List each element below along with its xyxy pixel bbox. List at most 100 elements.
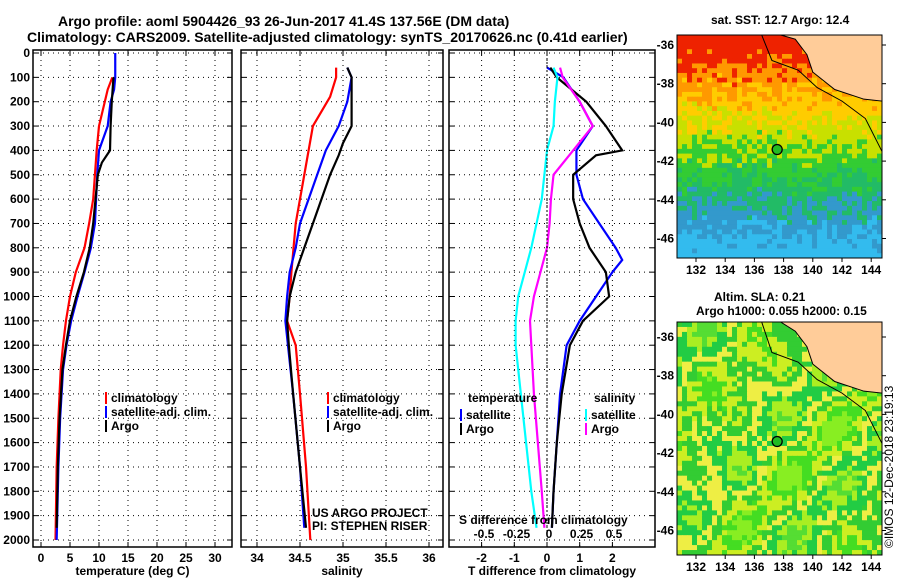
map-cell bbox=[757, 58, 763, 64]
map-cell bbox=[687, 356, 693, 363]
map-cell bbox=[777, 186, 783, 193]
map-cell bbox=[752, 182, 758, 188]
map-cell bbox=[737, 341, 743, 348]
map-cell bbox=[877, 440, 883, 447]
map-cell bbox=[687, 158, 693, 164]
map-cell bbox=[862, 205, 868, 212]
map-cell bbox=[782, 361, 788, 368]
map-cell bbox=[817, 243, 823, 250]
map-cell bbox=[802, 172, 808, 178]
map-cell bbox=[752, 229, 758, 235]
map-cell bbox=[707, 186, 713, 193]
map-cell bbox=[722, 495, 728, 501]
map-cell bbox=[782, 72, 788, 79]
map-cell bbox=[802, 411, 808, 417]
map-cell bbox=[707, 77, 713, 83]
sst-map-title: sat. SST: 12.7 Argo: 12.4 bbox=[711, 13, 850, 27]
map-cell bbox=[872, 530, 878, 536]
map-cell bbox=[847, 106, 853, 112]
map-cell bbox=[837, 196, 843, 202]
map-cell bbox=[727, 515, 733, 521]
map-cell bbox=[707, 530, 713, 536]
map-cell bbox=[687, 120, 693, 126]
map-cell bbox=[852, 177, 858, 183]
map-cell bbox=[797, 455, 803, 462]
map-cell bbox=[737, 371, 743, 378]
map-cell bbox=[732, 396, 738, 402]
map-cell bbox=[837, 172, 843, 178]
map-cell bbox=[807, 139, 813, 145]
map-cell bbox=[782, 239, 788, 245]
map-cell bbox=[792, 49, 798, 55]
lat-tick-label: -38 bbox=[657, 369, 675, 383]
map-cell bbox=[767, 210, 773, 216]
map-cell bbox=[782, 366, 788, 373]
map-cell bbox=[837, 182, 843, 188]
map-cell bbox=[877, 215, 883, 221]
map-cell bbox=[807, 366, 813, 373]
map-cell bbox=[852, 500, 858, 506]
map-cell bbox=[707, 535, 713, 541]
map-cell bbox=[727, 72, 733, 79]
map-cell bbox=[812, 163, 818, 169]
map-cell bbox=[762, 436, 768, 442]
map-cell bbox=[752, 153, 758, 159]
map-cell bbox=[732, 125, 738, 131]
map-cell bbox=[877, 406, 883, 412]
map-cell bbox=[727, 371, 733, 378]
map-cell bbox=[682, 500, 688, 506]
map-cell bbox=[767, 53, 773, 60]
map-cell bbox=[757, 445, 763, 452]
map-cell bbox=[772, 91, 778, 98]
map-cell bbox=[717, 144, 723, 150]
map-cell bbox=[832, 480, 838, 487]
map-cell bbox=[802, 421, 808, 427]
map-cell bbox=[852, 210, 858, 216]
map-cell bbox=[762, 53, 768, 60]
map-cell bbox=[792, 416, 798, 422]
map-cell bbox=[702, 49, 708, 55]
map-cell bbox=[737, 53, 743, 60]
map-cell bbox=[697, 411, 703, 417]
map-cell bbox=[787, 96, 793, 102]
map-cell bbox=[872, 115, 878, 121]
lon-tick-label: 138 bbox=[774, 263, 794, 277]
map-cell bbox=[872, 445, 878, 452]
map-cell bbox=[737, 49, 743, 55]
map-cell bbox=[747, 39, 753, 45]
map-cell bbox=[712, 445, 718, 452]
map-cell bbox=[732, 371, 738, 378]
map-cell bbox=[767, 77, 773, 83]
map-cell bbox=[787, 77, 793, 83]
map-cell bbox=[752, 205, 758, 212]
map-cell bbox=[812, 224, 818, 231]
map-cell bbox=[697, 196, 703, 202]
map-cell bbox=[727, 158, 733, 164]
map-cell bbox=[777, 68, 783, 74]
map-cell bbox=[712, 234, 718, 240]
map-cell bbox=[792, 144, 798, 150]
map-cell bbox=[717, 210, 723, 216]
map-cell bbox=[782, 101, 788, 107]
map-cell bbox=[692, 510, 698, 516]
map-cell bbox=[777, 101, 783, 107]
map-cell bbox=[762, 144, 768, 150]
map-cell bbox=[727, 475, 733, 482]
map-cell bbox=[817, 386, 823, 392]
map-cell bbox=[697, 205, 703, 212]
map-cell bbox=[747, 490, 753, 497]
map-cell bbox=[817, 196, 823, 202]
map-cell bbox=[692, 416, 698, 422]
map-cell bbox=[822, 460, 828, 467]
map-cell bbox=[692, 431, 698, 437]
map-cell bbox=[862, 234, 868, 240]
map-cell bbox=[702, 53, 708, 60]
map-cell bbox=[817, 455, 823, 462]
map-cell bbox=[732, 391, 738, 397]
map-cell bbox=[797, 436, 803, 442]
map-cell bbox=[707, 495, 713, 501]
map-cell bbox=[862, 134, 868, 140]
map-cell bbox=[722, 129, 728, 136]
map-cell bbox=[867, 535, 873, 541]
